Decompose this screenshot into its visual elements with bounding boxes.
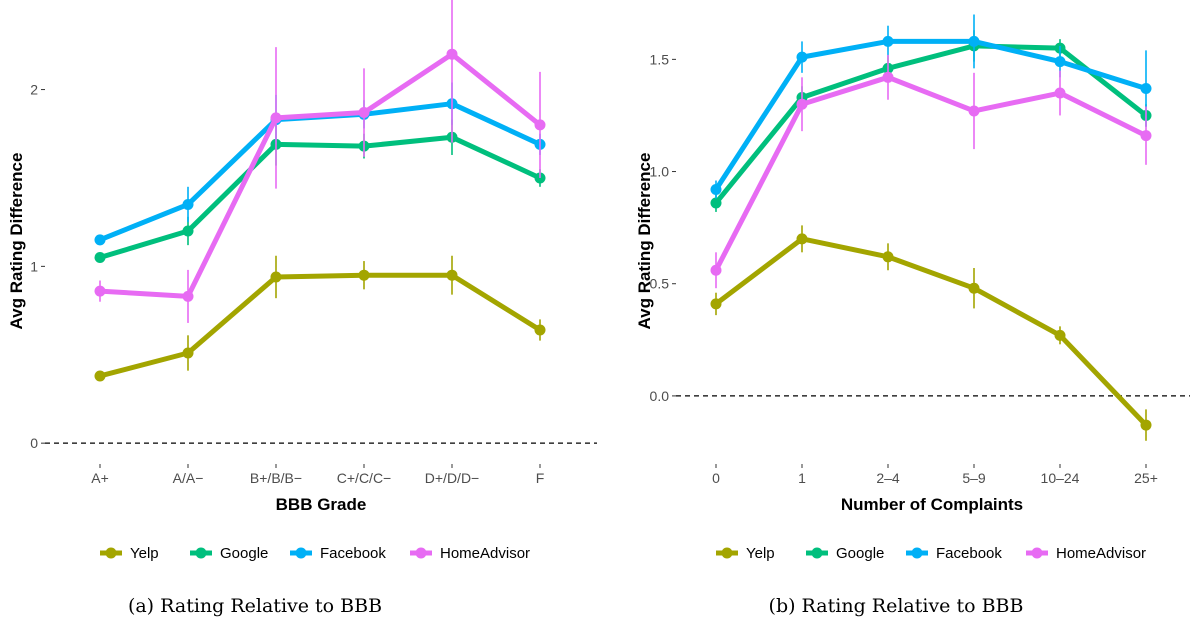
data-point — [94, 370, 106, 382]
data-point — [446, 48, 458, 60]
series-line-homeadvisor — [97, 51, 543, 299]
data-point — [882, 35, 894, 47]
data-point — [94, 285, 106, 297]
legend-label-facebook: Facebook — [936, 545, 1002, 562]
y-tick-label: 0.5 — [650, 276, 670, 292]
x-tick-label: 25+ — [1134, 470, 1158, 486]
series-facebook — [94, 82, 546, 246]
x-tick-label: 1 — [798, 470, 806, 486]
x-axis-title: BBB Grade — [276, 495, 367, 514]
x-tick-label: 10–24 — [1041, 470, 1080, 486]
series-google — [94, 119, 546, 264]
data-point — [270, 271, 282, 283]
x-tick-label: C+/C/C− — [337, 470, 391, 486]
legend-label-yelp: Yelp — [130, 545, 159, 562]
data-point — [182, 198, 194, 210]
data-point — [796, 98, 808, 110]
data-point — [710, 197, 722, 209]
legend-key-point — [811, 547, 823, 559]
data-point — [796, 51, 808, 63]
data-point — [1140, 419, 1152, 431]
legend: Yelp Google Facebook HomeAdvisor — [716, 545, 1146, 562]
y-tick-label: 0 — [30, 435, 38, 451]
y-tick-label: 0.0 — [650, 388, 670, 404]
figure-caption: (b) Rating Relative to BBB — [769, 595, 1024, 617]
data-point — [534, 324, 546, 336]
series-line-facebook — [97, 101, 543, 243]
x-tick-label: A/A− — [173, 470, 204, 486]
data-point — [182, 347, 194, 359]
y-axis-title: Avg Rating Difference — [635, 153, 654, 330]
y-tick-label: 1 — [30, 258, 38, 274]
data-point — [182, 290, 194, 302]
x-tick-label: 5–9 — [962, 470, 986, 486]
series-homeadvisor — [94, 0, 546, 323]
y-tick-label: 2 — [30, 82, 38, 98]
series-yelp — [94, 255, 546, 382]
data-point — [796, 233, 808, 245]
x-tick-label: B+/B/B− — [250, 470, 302, 486]
series-yelp — [710, 225, 1152, 441]
data-point — [882, 71, 894, 83]
legend-label-facebook: Facebook — [320, 545, 386, 562]
legend-key-point — [105, 547, 117, 559]
series-line-homeadvisor — [713, 74, 1149, 273]
legend-label-yelp: Yelp — [746, 545, 775, 562]
data-point — [1140, 83, 1152, 95]
data-point — [710, 298, 722, 310]
data-point — [968, 105, 980, 117]
legend-label-google: Google — [220, 545, 268, 562]
series-line-google — [97, 134, 543, 261]
legend-key-point — [415, 547, 427, 559]
legend-key-point — [911, 547, 923, 559]
data-point — [94, 234, 106, 246]
data-point — [968, 35, 980, 47]
data-point — [358, 107, 370, 119]
data-point — [94, 252, 106, 264]
data-point — [182, 225, 194, 237]
x-axis-title: Number of Complaints — [841, 495, 1023, 514]
legend-label-google: Google — [836, 545, 884, 562]
x-tick-label: 2–4 — [876, 470, 900, 486]
legend-key-point — [1031, 547, 1043, 559]
data-point — [882, 251, 894, 263]
series-google — [710, 30, 1152, 212]
data-point — [1140, 130, 1152, 142]
data-point — [446, 269, 458, 281]
series-line-google — [713, 43, 1149, 206]
data-point — [1054, 56, 1066, 68]
series-line-yelp — [713, 236, 1149, 428]
data-point — [534, 119, 546, 131]
x-tick-label: F — [536, 470, 545, 486]
y-axis-title: Avg Rating Difference — [7, 153, 26, 330]
series-homeadvisor — [710, 54, 1152, 289]
data-point — [968, 282, 980, 294]
legend-key-point — [295, 547, 307, 559]
y-tick-label: 1.0 — [650, 164, 670, 180]
series-line-yelp — [97, 272, 543, 379]
data-point — [270, 112, 282, 124]
legend-label-homeadvisor: HomeAdvisor — [1056, 545, 1146, 562]
data-point — [710, 264, 722, 276]
legend-key-point — [195, 547, 207, 559]
data-point — [1054, 87, 1066, 99]
data-point — [710, 183, 722, 195]
y-tick-label: 1.5 — [650, 51, 670, 67]
chart-panel-2: 0.0 0.5 1.0 1.5 0 1 2–4 5–9 10–24 25+ Number of Co… — [635, 14, 1190, 617]
legend-label-homeadvisor: HomeAdvisor — [440, 545, 530, 562]
series-line-facebook — [713, 38, 1149, 192]
x-tick-label: 0 — [712, 470, 720, 486]
figure-caption: (a) Rating Relative to BBB — [128, 595, 382, 617]
data-point — [358, 269, 370, 281]
data-point — [1054, 329, 1066, 341]
legend: Yelp Google Facebook HomeAdvisor — [100, 545, 530, 562]
x-tick-label: D+/D/D− — [425, 470, 479, 486]
chart-panel-1: 0 1 2 A+ A/A− B+/B/B− C+/C/C− D+/D/D− F BBB Grade… — [7, 0, 597, 617]
legend-key-point — [721, 547, 733, 559]
x-tick-label: A+ — [91, 470, 109, 486]
